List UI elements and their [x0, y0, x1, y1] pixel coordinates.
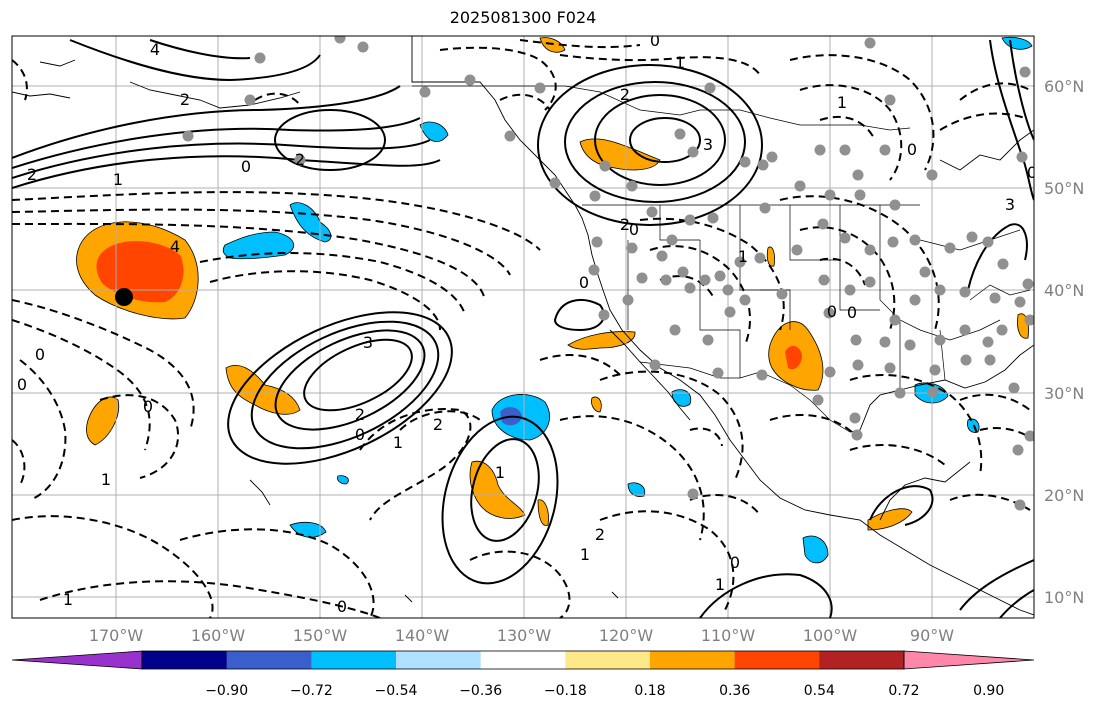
contour-label: 3 [703, 135, 713, 154]
colorbar-segment [142, 651, 228, 669]
contour-label: 1 [715, 575, 725, 594]
colorbar [11, 650, 1035, 670]
lat-label-60n: 60°N [1044, 77, 1085, 96]
contour-label: 2 [620, 215, 630, 234]
colorbar-extend-low [11, 650, 143, 670]
colorbar-segment [226, 651, 312, 669]
lon-label-120w: 120°W [598, 626, 654, 645]
contour-label: 0 [907, 140, 917, 159]
contour-label: 2 [595, 525, 605, 544]
lon-label-160w: 160°W [190, 626, 246, 645]
lat-label-10n: 10°N [1044, 588, 1085, 607]
station-dots [182, 36, 1034, 511]
contour-label: 4 [150, 40, 160, 59]
contour-label: 0 [629, 220, 639, 239]
colorbar-segment [480, 651, 566, 669]
colorbar-segment [819, 651, 905, 669]
map-title: 2025081300 F024 [449, 8, 597, 27]
contour-label: 0 [730, 553, 740, 572]
colorbar-tick-label: 0.36 [719, 683, 751, 699]
contour-label: 0 [1027, 163, 1037, 182]
lat-label-30n: 30°N [1044, 384, 1085, 403]
colorbar-tick-label: 0.90 [973, 683, 1005, 699]
colorbar-segment [734, 651, 820, 669]
contour-label: 2 [355, 405, 365, 424]
colorbar-tick-label: −0.90 [205, 683, 249, 699]
contour-label: 1 [113, 170, 123, 189]
contour-label: 0 [579, 273, 589, 292]
contour-label: 2 [295, 150, 305, 169]
lon-label-90w: 90°W [909, 626, 955, 645]
contour-label: 1 [675, 53, 685, 72]
contour-label: 2 [27, 165, 37, 184]
lat-label-50n: 50°N [1044, 179, 1085, 198]
contour-label: 1 [101, 470, 111, 489]
orange-anomaly-patches [76, 37, 1029, 531]
colorbar-extend-high [903, 650, 1035, 670]
contour-label: 0 [17, 375, 27, 394]
colorbar-tick-label: −0.54 [374, 683, 418, 699]
contour-label: 2 [620, 85, 630, 104]
lat-label-40n: 40°N [1044, 281, 1085, 300]
lon-label-110w: 110°W [700, 626, 756, 645]
lon-label-140w: 140°W [394, 626, 450, 645]
colorbar-segment [565, 651, 651, 669]
lon-label-170w: 170°W [88, 626, 144, 645]
solid-contours [12, 39, 1034, 618]
contour-label: 1 [63, 590, 73, 609]
colorbar-segment [311, 651, 397, 669]
colorbar-tick-label: −0.72 [289, 683, 333, 699]
colorbar-tick-label: −0.18 [543, 683, 587, 699]
contour-label: 1 [495, 463, 505, 482]
contour-label: 1 [580, 545, 590, 564]
contour-label: 4 [170, 237, 180, 256]
contour-label: 2 [433, 415, 443, 434]
contour-label: 0 [35, 345, 45, 364]
contour-label: 0 [241, 157, 251, 176]
contour-label: 0 [337, 597, 347, 616]
lon-label-100w: 100°W [802, 626, 858, 645]
graticule [12, 36, 1034, 618]
lon-label-150w: 150°W [292, 626, 348, 645]
colorbar-segment [650, 651, 736, 669]
colorbar-segment [396, 651, 482, 669]
colorbar-tick-label: 0.72 [888, 683, 920, 699]
contour-label: 1 [738, 247, 748, 266]
contour-label: 0 [650, 31, 660, 50]
contour-label: 0 [827, 302, 837, 321]
contour-label: 0 [355, 425, 365, 444]
colorbar-tick-label: 0.54 [803, 683, 835, 699]
lat-label-20n: 20°N [1044, 486, 1085, 505]
lon-label-130w: 130°W [496, 626, 552, 645]
colorbar-tick-label: −0.36 [459, 683, 503, 699]
location-marker [115, 288, 133, 306]
contour-label: 1 [837, 93, 847, 112]
dashed-contours [12, 39, 1034, 618]
contour-label: 0 [143, 397, 153, 416]
contour-label: 3 [1005, 195, 1015, 214]
contour-label: 3 [363, 333, 373, 352]
contour-label: 1 [393, 433, 403, 452]
coastlines [12, 36, 1034, 616]
contour-label: 2 [180, 90, 190, 109]
colorbar-tick-label: 0.18 [634, 683, 666, 699]
contour-label: 0 [847, 303, 857, 322]
